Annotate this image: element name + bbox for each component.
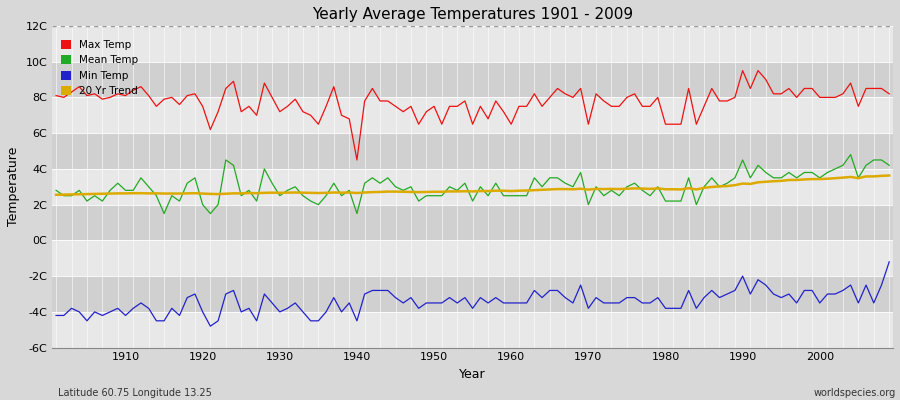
Legend: Max Temp, Mean Temp, Min Temp, 20 Yr Trend: Max Temp, Mean Temp, Min Temp, 20 Yr Tre… xyxy=(57,36,142,100)
Title: Yearly Average Temperatures 1901 - 2009: Yearly Average Temperatures 1901 - 2009 xyxy=(312,7,634,22)
Text: worldspecies.org: worldspecies.org xyxy=(814,388,896,398)
Bar xyxy=(52,240,893,276)
Bar xyxy=(52,133,893,169)
Bar xyxy=(52,312,893,348)
Bar xyxy=(52,205,893,240)
X-axis label: Year: Year xyxy=(459,368,486,381)
Text: Latitude 60.75 Longitude 13.25: Latitude 60.75 Longitude 13.25 xyxy=(58,388,212,398)
Bar xyxy=(52,276,893,312)
Bar xyxy=(52,26,893,62)
Bar xyxy=(52,97,893,133)
Bar xyxy=(52,169,893,205)
Y-axis label: Temperature: Temperature xyxy=(7,147,20,226)
Bar xyxy=(52,62,893,97)
